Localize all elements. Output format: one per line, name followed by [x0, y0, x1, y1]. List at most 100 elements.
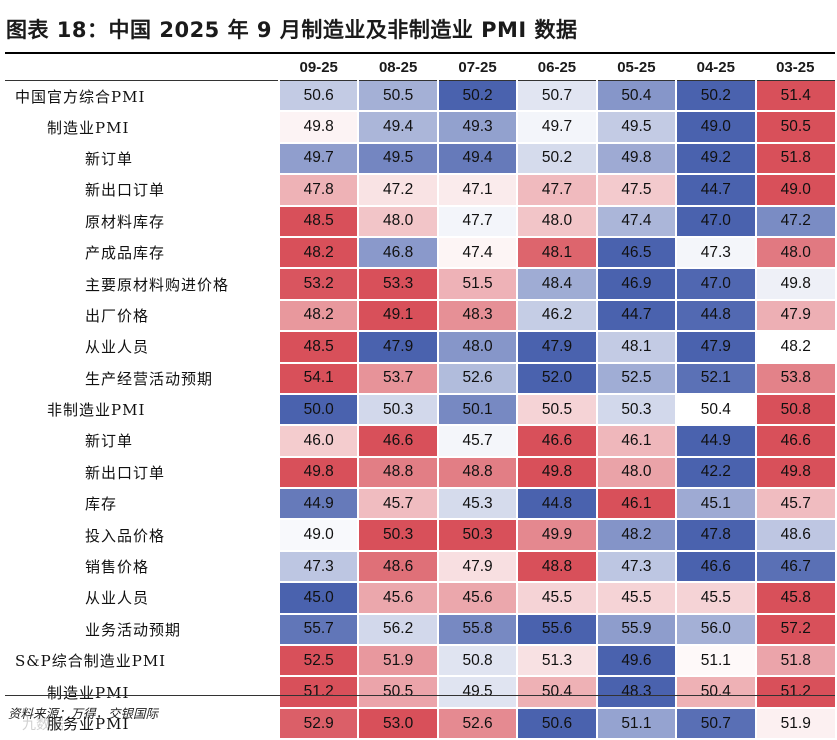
value-cell: 47.4	[595, 205, 677, 238]
table-row: S&P综合制造业PMI 52.5 51.9 50.8 51.3 49.6 51.1 51.8	[5, 645, 835, 678]
value-cell: 50.0	[277, 393, 359, 427]
column-header: 08-25	[378, 58, 418, 76]
table-row: 业务活动预期 55.7 56.2 55.8 55.6 55.9 56.0 57.2	[5, 613, 835, 647]
row-label: 中国官方综合PMI	[5, 80, 279, 112]
value-cell: 49.5	[357, 142, 438, 176]
value-cell: 50.3	[436, 519, 518, 552]
table-row: 出厂价格 48.2 49.1 48.3 46.2 44.7 44.8 47.9	[5, 299, 835, 333]
value-cell: 49.5	[595, 111, 677, 144]
value-cell: 50.2	[675, 80, 756, 113]
value-cell: 51.1	[675, 645, 756, 678]
value-cell: 48.5	[277, 205, 359, 238]
value-cell: 50.3	[357, 519, 438, 552]
table-row: 从业人员 45.0 45.6 45.6 45.5 45.5 45.5 45.8	[5, 582, 835, 615]
value-cell: 45.6	[436, 582, 518, 615]
table-row: 销售价格 47.3 48.6 47.9 48.8 47.3 46.6 46.7	[5, 550, 835, 584]
value-cell: 48.4	[516, 268, 597, 301]
row-label: 投入品价格	[85, 526, 166, 545]
value-cell: 48.8	[357, 456, 438, 490]
value-cell: 46.1	[595, 425, 677, 458]
row-label: 新订单	[85, 149, 134, 168]
value-cell: 49.7	[277, 142, 359, 176]
row-label: 非制造业PMI	[47, 401, 146, 420]
value-cell: 50.4	[516, 676, 597, 709]
row-label: 产成品库存	[85, 244, 166, 263]
value-cell: 50.8	[754, 393, 835, 427]
value-cell: 47.5	[595, 174, 677, 207]
value-cell: 55.7	[277, 613, 359, 647]
title-rule	[5, 52, 835, 54]
row-label: 销售价格	[85, 558, 150, 577]
value-cell: 50.5	[357, 676, 438, 709]
value-cell: 44.8	[516, 488, 597, 521]
value-cell: 50.7	[675, 707, 756, 740]
value-cell: 45.8	[754, 582, 835, 615]
value-cell: 50.1	[436, 393, 518, 427]
value-cell: 50.4	[595, 80, 677, 113]
value-cell: 48.1	[595, 331, 677, 364]
value-cell: 55.8	[436, 613, 518, 647]
value-cell: 47.0	[675, 205, 756, 238]
value-cell: 53.8	[754, 362, 835, 395]
table-row: 从业人员 48.5 47.9 48.0 47.9 48.1 47.9 48.2	[5, 331, 835, 364]
value-cell: 48.1	[516, 236, 597, 270]
table-row: 新出口订单 49.8 48.8 48.8 49.8 48.0 42.2 49.8	[5, 456, 835, 490]
column-header: 04-25	[696, 58, 735, 76]
value-cell: 50.6	[516, 707, 597, 740]
value-cell: 48.0	[595, 456, 677, 490]
value-cell: 49.4	[357, 111, 438, 144]
value-cell: 49.8	[277, 111, 359, 144]
value-cell: 46.1	[595, 488, 677, 521]
value-cell: 49.5	[436, 676, 518, 709]
column-header: 05-25	[617, 58, 656, 76]
value-cell: 51.4	[754, 80, 835, 113]
value-cell: 49.3	[436, 111, 518, 144]
value-cell: 46.0	[277, 425, 359, 458]
value-cell: 48.8	[436, 456, 518, 490]
value-cell: 47.3	[595, 550, 677, 584]
row-label: 从业人员	[85, 589, 150, 608]
value-cell: 47.8	[675, 519, 756, 552]
value-cell: 52.5	[595, 362, 677, 395]
value-cell: 50.3	[595, 393, 677, 427]
table-row: 新订单 46.0 46.6 45.7 46.6 46.1 44.9 46.6	[5, 425, 835, 458]
value-cell: 52.9	[277, 707, 359, 740]
row-label: 新出口订单	[85, 181, 166, 200]
value-cell: 53.7	[357, 362, 438, 395]
row-label: 业务活动预期	[85, 620, 182, 639]
value-cell: 50.6	[277, 80, 359, 113]
header-row: 09-25 08-25 07-25 06-25 05-25 04-25 03-2…	[5, 54, 835, 81]
value-cell: 49.8	[516, 456, 597, 490]
table-row: 新订单 49.7 49.5 49.4 50.2 49.8 49.2 51.8	[5, 142, 835, 176]
value-cell: 49.1	[357, 299, 438, 333]
value-cell: 49.8	[754, 268, 835, 301]
row-label: 制造业PMI	[47, 118, 130, 137]
value-cell: 44.9	[277, 488, 359, 521]
value-cell: 47.9	[675, 331, 756, 364]
value-cell: 52.6	[436, 707, 518, 740]
value-cell: 53.2	[277, 268, 359, 301]
value-cell: 50.2	[436, 80, 518, 113]
value-cell: 49.0	[277, 519, 359, 552]
source-note: 资料来源：万得，交银国际	[8, 706, 159, 721]
row-label: 主要原材料购进价格	[85, 275, 230, 294]
value-cell: 48.2	[595, 519, 677, 552]
value-cell: 45.0	[277, 582, 359, 615]
table-row: 非制造业PMI 50.0 50.3 50.1 50.5 50.3 50.4 50.8	[5, 393, 835, 427]
bottom-rule	[5, 695, 835, 696]
value-cell: 46.6	[357, 425, 438, 458]
value-cell: 49.9	[516, 519, 597, 552]
value-cell: 46.9	[595, 268, 677, 301]
value-cell: 49.7	[516, 111, 597, 144]
value-cell: 48.0	[754, 236, 835, 270]
value-cell: 51.1	[595, 707, 677, 740]
value-cell: 56.2	[357, 613, 438, 647]
value-cell: 53.0	[357, 707, 438, 740]
value-cell: 51.9	[754, 707, 835, 740]
row-label: 新订单	[85, 432, 134, 451]
value-cell: 47.4	[436, 236, 518, 270]
watermark: 九数据	[22, 717, 64, 733]
value-cell: 50.8	[436, 645, 518, 678]
value-cell: 45.7	[436, 425, 518, 458]
value-cell: 44.7	[595, 299, 677, 333]
